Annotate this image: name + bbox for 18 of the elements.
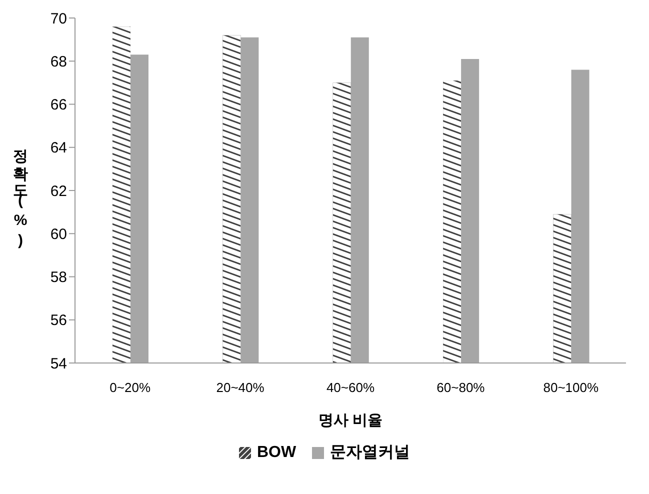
y-tick-label: 56 [50, 312, 67, 330]
y-tick-label: 54 [50, 355, 67, 372]
x-tick-label: 60~80% [436, 380, 486, 396]
legend-label: BOW [256, 444, 296, 462]
y-tick-label: 62 [50, 182, 67, 200]
y-tick-label: 70 [50, 10, 67, 28]
y-axis-title: 정확도(%) [11, 138, 29, 252]
x-tick-label: 20~40% [216, 380, 265, 396]
y-tick-label: 60 [50, 226, 67, 243]
y-tick-label: 58 [50, 269, 67, 286]
legend-label: 문자열커널 [330, 443, 410, 463]
x-tick-label: 0~20% [110, 380, 151, 396]
y-tick-label: 68 [50, 53, 67, 70]
x-tick-label: 80~100% [543, 380, 599, 396]
y-tick-label: 66 [50, 96, 67, 114]
x-tick-label: 40~60% [326, 380, 375, 396]
x-axis-title: 명사 비율 [318, 412, 383, 429]
y-tick-label: 64 [50, 140, 67, 157]
